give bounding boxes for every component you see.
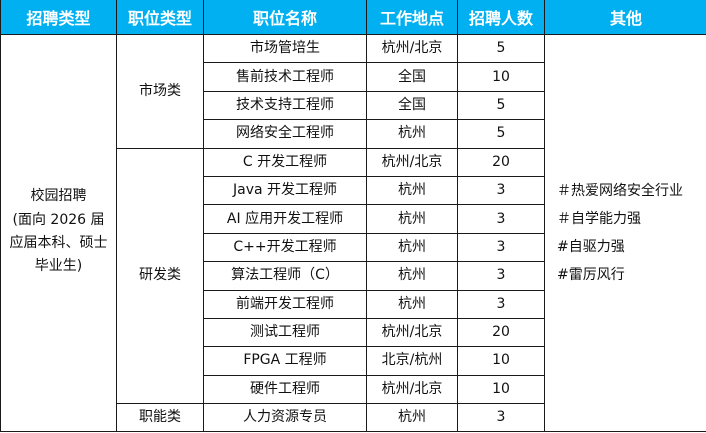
column-header: 招聘人数 <box>457 0 545 35</box>
table-row: 研发类 C 开发工程师 杭州/北京 20 <box>1 147 706 405</box>
job-title: 前端开发工程师 <box>203 289 367 319</box>
table-row: 前端开发工程师 杭州 3 <box>1 289 706 319</box>
recruit-type-cell: 校园招聘 (面向 2026 届应届本科、硕士 毕业生) <box>0 33 117 433</box>
headcount: 5 <box>457 33 545 64</box>
headcount: 20 <box>457 147 545 177</box>
requirement-tag: #雷厉风行 <box>557 267 625 284</box>
location: 杭州 <box>366 175 458 206</box>
location: 杭州/北京 <box>366 147 458 177</box>
headcount: 10 <box>457 346 545 376</box>
table-row: Java 开发工程师 杭州 3 <box>1 175 706 206</box>
location: 杭州 <box>366 232 458 263</box>
headcount: 3 <box>457 232 545 263</box>
table-row: 校园招聘 (面向 2026 届应届本科、硕士 毕业生) 市场类 市场管培生 杭州/北京 5 ＃… <box>0 33 706 433</box>
headcount: 5 <box>457 119 545 149</box>
location: 全国 <box>366 90 458 121</box>
job-title: AI 应用开发工程师 <box>203 204 367 234</box>
requirement-tag: ＃热爱网络安全行业 <box>557 183 683 200</box>
headcount: 10 <box>457 62 545 92</box>
job-category-cell: 研发类 <box>116 147 204 405</box>
job-title: C 开发工程师 <box>203 147 367 177</box>
headcount: 10 <box>457 374 545 405</box>
location: 杭州/北京 <box>366 317 458 348</box>
location: 杭州 <box>366 261 458 291</box>
column-header: 工作地点 <box>366 0 458 35</box>
table-row: 硬件工程师 杭州/北京 10 <box>1 374 706 405</box>
job-title: 人力资源专员 <box>203 403 367 433</box>
job-title: 测试工程师 <box>203 317 367 348</box>
requirement-tag: #自驱力强 <box>557 239 625 256</box>
column-header: 职位名称 <box>203 0 367 35</box>
headcount: 3 <box>457 204 545 234</box>
table-row: C++开发工程师 杭州 3 <box>1 232 706 263</box>
job-title: FPGA 工程师 <box>203 346 367 376</box>
job-title: 硬件工程师 <box>203 374 367 405</box>
job-category-cell: 职能类 <box>116 403 204 433</box>
headcount: 3 <box>457 289 545 319</box>
table-row: 测试工程师 杭州/北京 20 <box>1 317 706 348</box>
requirement-tag: ＃自学能力强 <box>557 211 641 228</box>
job-category-cell: 市场类 <box>116 34 204 149</box>
job-title: C++开发工程师 <box>203 232 367 263</box>
headcount: 5 <box>457 90 545 121</box>
headcount: 20 <box>457 317 545 348</box>
table-row: 技术支持工程师 全国 5 <box>1 90 706 121</box>
recruit-type-note: (面向 2026 届 <box>12 212 105 229</box>
job-title: 网络安全工程师 <box>203 119 367 149</box>
job-title: 算法工程师（C） <box>203 261 367 291</box>
headcount: 3 <box>457 175 545 206</box>
job-title: 技术支持工程师 <box>203 90 367 121</box>
recruit-type-note: 毕业生) <box>34 258 83 275</box>
location: 杭州 <box>366 289 458 319</box>
location: 杭州/北京 <box>366 33 458 64</box>
job-title: Java 开发工程师 <box>203 175 367 206</box>
column-header: 招聘类型 <box>0 0 117 35</box>
table-row: 网络安全工程师 杭州 5 <box>1 119 706 149</box>
job-title: 市场管培生 <box>203 33 367 64</box>
table-row: AI 应用开发工程师 杭州 3 <box>1 204 706 234</box>
table-row: 售前技术工程师 全国 10 <box>1 62 706 92</box>
job-title: 售前技术工程师 <box>203 62 367 92</box>
location: 杭州 <box>366 119 458 149</box>
headcount: 3 <box>457 403 545 433</box>
recruit-type-note: 应届本科、硕士 <box>9 235 108 252</box>
table-row: 算法工程师（C） 杭州 3 <box>1 261 706 291</box>
location: 全国 <box>366 62 458 92</box>
column-header: 其他 <box>544 0 706 35</box>
location: 杭州/北京 <box>366 374 458 405</box>
other-cell: ＃热爱网络安全行业 ＃自学能力强 #自驱力强 #雷厉风行 <box>544 33 706 433</box>
table-row: 职能类 人力资源专员 杭州 3 <box>1 403 706 433</box>
location: 杭州 <box>366 204 458 234</box>
recruit-type: 校园招聘 <box>30 188 87 205</box>
location: 北京/杭州 <box>366 346 458 376</box>
column-header: 职位类型 <box>116 0 204 35</box>
location: 杭州 <box>366 403 458 433</box>
headcount: 3 <box>457 261 545 291</box>
